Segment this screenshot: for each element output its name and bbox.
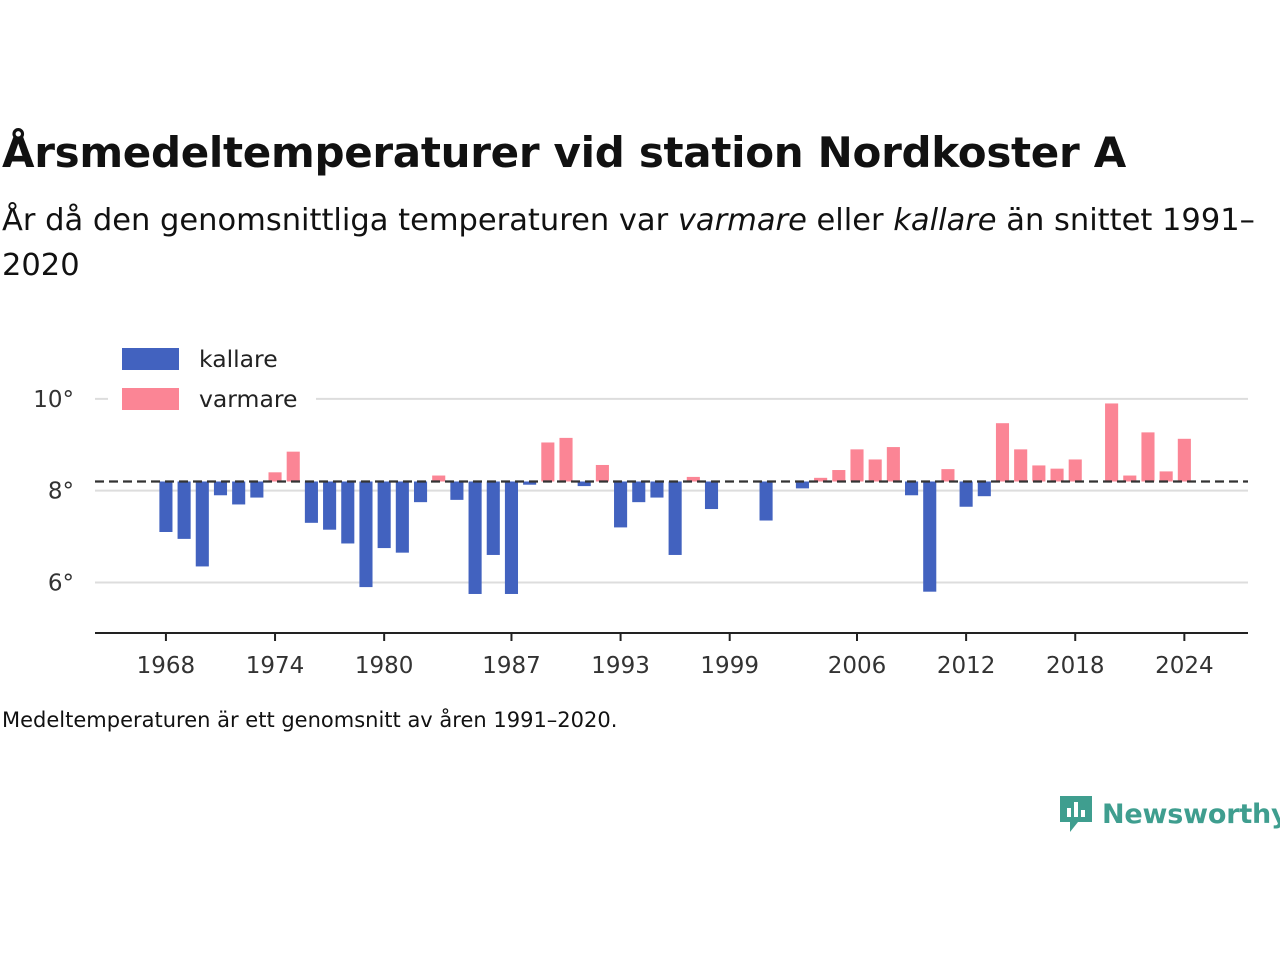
bar-kallare xyxy=(668,481,682,555)
bar-varmare xyxy=(814,477,828,482)
bar-kallare xyxy=(413,481,428,503)
subtitle-emphasis-warmer: varmare xyxy=(677,203,807,238)
x-tick-label: 1980 xyxy=(355,653,414,679)
bar-kallare xyxy=(905,481,919,496)
bar-kallare xyxy=(250,481,264,498)
bar-varmare xyxy=(595,464,609,482)
bar-kallare xyxy=(523,481,537,485)
x-tick-label: 2006 xyxy=(828,653,887,679)
bar-kallare xyxy=(359,481,373,588)
x-axis: 1968 1974 1980 1987 1993 1999 2006 2012 2018 2024 xyxy=(95,632,1248,679)
bar-chart: 6° 8° 10° 1968 1974 1980 1987 1993 1999 2006 2012… xyxy=(33,336,1248,679)
bar-kallare xyxy=(959,481,973,507)
x-tick-label: 1999 xyxy=(700,653,759,679)
footnote: Medeltemperaturen är ett genomsnitt av å… xyxy=(2,708,618,732)
bar-kallare xyxy=(486,481,500,555)
bar-kallare xyxy=(468,481,482,594)
bar-varmare xyxy=(886,447,900,482)
bar-kallare xyxy=(304,481,318,523)
newsworthy-logo-icon xyxy=(1060,796,1092,832)
y-tick-label: 10° xyxy=(33,387,74,413)
bar-kallare xyxy=(759,481,773,521)
brand-name: Newsworthy xyxy=(1102,798,1280,830)
chart-subtitle: År då den genomsnittliga temperaturen va… xyxy=(2,198,1262,288)
bar-kallare xyxy=(632,481,646,503)
subtitle-emphasis-colder: kallare xyxy=(893,203,997,238)
bar-varmare xyxy=(541,442,555,482)
bar-kallare xyxy=(177,481,191,539)
bar-kallare xyxy=(395,481,409,553)
legend-label-varmare: varmare xyxy=(199,385,297,413)
bar-varmare xyxy=(559,437,573,482)
legend-swatch-varmare xyxy=(122,388,179,410)
bar-kallare xyxy=(213,481,228,496)
legend: kallare varmare xyxy=(108,336,316,422)
bar-varmare xyxy=(995,423,1010,482)
bar-varmare xyxy=(1123,475,1137,482)
subtitle-text-1: År då den genomsnittliga temperaturen va… xyxy=(2,203,678,238)
bar-varmare xyxy=(868,459,882,482)
bar-varmare xyxy=(1050,468,1064,482)
x-tick-label: 2018 xyxy=(1046,653,1105,679)
x-tick-label: 1993 xyxy=(591,653,650,679)
bar-kallare xyxy=(795,481,809,489)
subtitle-text-2: eller xyxy=(806,203,894,238)
subtitle-text-3: än snittet 1991–2020 xyxy=(2,203,1255,283)
legend-label-kallare: kallare xyxy=(199,345,278,373)
bar-kallare xyxy=(614,481,628,528)
bar-kallare xyxy=(323,481,337,530)
chart-title: Årsmedeltemperaturer vid station Nordkos… xyxy=(2,128,1126,177)
bar-varmare xyxy=(1032,465,1046,482)
x-tick-label: 2012 xyxy=(937,653,996,679)
bar-varmare xyxy=(1159,471,1173,482)
bar-varmare xyxy=(1141,432,1155,482)
bar-kallare xyxy=(232,481,246,505)
bar-kallare xyxy=(977,481,991,497)
y-tick-label: 8° xyxy=(48,479,74,505)
bar-kallare xyxy=(159,481,173,532)
bar-varmare xyxy=(686,476,700,482)
y-axis: 6° 8° 10° xyxy=(33,387,74,597)
bar-varmare xyxy=(1105,403,1119,482)
bar-varmare xyxy=(268,472,282,482)
bar-kallare xyxy=(341,481,355,544)
y-tick-label: 6° xyxy=(48,571,74,597)
bar-kallare xyxy=(504,481,519,594)
bar-kallare xyxy=(650,481,664,498)
bar-kallare xyxy=(377,481,391,549)
x-tick-label: 1987 xyxy=(482,653,541,679)
brand-logo: Newsworthy xyxy=(1058,790,1280,838)
bar-kallare xyxy=(195,481,209,567)
bar-kallare xyxy=(704,481,719,510)
bar-kallare xyxy=(450,481,464,500)
bar-kallare xyxy=(577,481,591,487)
bars xyxy=(159,403,1191,594)
bar-varmare xyxy=(286,451,300,482)
bar-varmare xyxy=(432,475,446,482)
bar-varmare xyxy=(1068,459,1082,482)
bar-varmare xyxy=(1177,438,1191,482)
bar-kallare xyxy=(923,481,937,592)
bar-varmare xyxy=(941,469,955,482)
bar-varmare xyxy=(1014,449,1028,482)
x-tick-label: 1974 xyxy=(246,653,305,679)
bar-varmare xyxy=(850,449,864,482)
x-tick-label: 1968 xyxy=(137,653,196,679)
legend-swatch-kallare xyxy=(122,348,179,370)
x-tick-label: 2024 xyxy=(1155,653,1214,679)
bar-varmare xyxy=(832,470,846,482)
